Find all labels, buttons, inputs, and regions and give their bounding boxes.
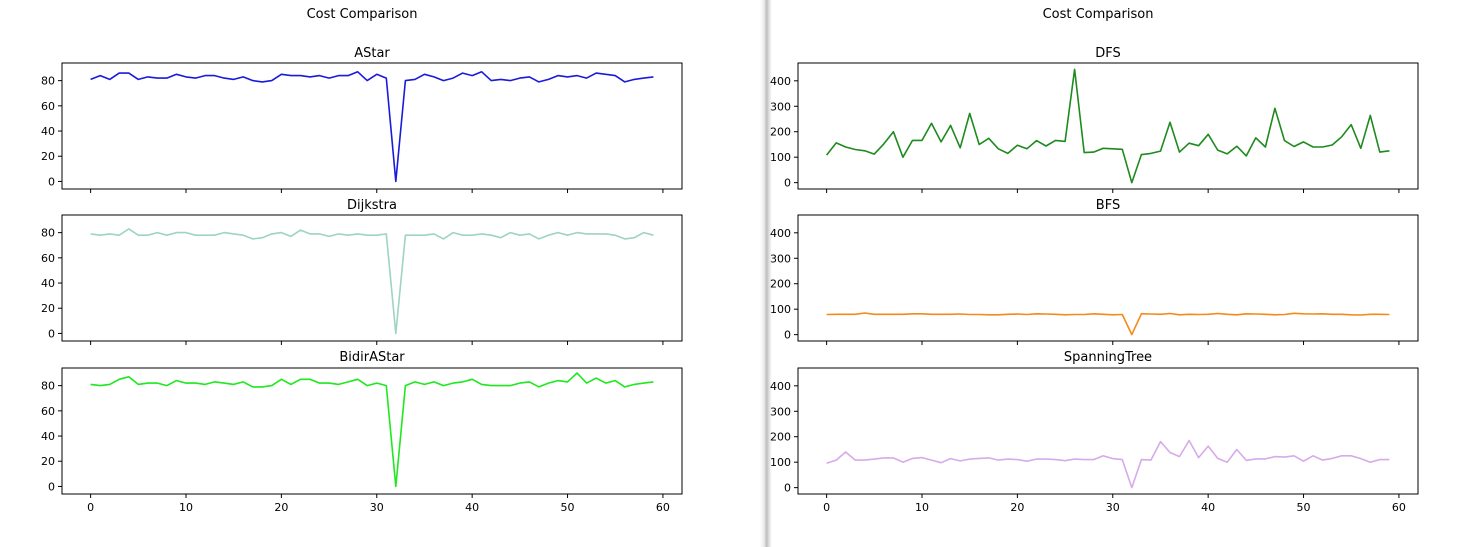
ytick-label: 20 bbox=[41, 455, 55, 468]
ytick-label: 100 bbox=[770, 303, 791, 316]
left-figure-canvas: Cost Comparison AStar Dijkstra BidirASta… bbox=[41, 7, 683, 514]
axes-frame bbox=[61, 62, 683, 190]
xtick-label: 10 bbox=[179, 501, 193, 514]
ytick-label: 0 bbox=[48, 480, 55, 493]
ytick-label: 80 bbox=[41, 227, 55, 240]
xtick-label: 50 bbox=[1297, 501, 1311, 514]
subplot-title-spanningtree: SpanningTree bbox=[1064, 350, 1152, 365]
axes-frame bbox=[61, 214, 683, 342]
ytick-label: 40 bbox=[41, 125, 55, 138]
chart-astar: 0 20 40 60 80 bbox=[41, 62, 683, 193]
ytick-label: 60 bbox=[41, 100, 55, 113]
series-line-astar bbox=[90, 71, 654, 183]
axes-frame bbox=[797, 214, 1419, 342]
ytick-label: 60 bbox=[41, 405, 55, 418]
subplot-title-bidirastar: BidirAStar bbox=[339, 350, 405, 365]
subplot-title-dijkstra: Dijkstra bbox=[347, 198, 397, 213]
xtick-label: 20 bbox=[274, 501, 288, 514]
axes-frame bbox=[797, 62, 1419, 190]
subplot-title-bfs: BFS bbox=[1096, 198, 1120, 213]
ytick-label: 0 bbox=[48, 327, 55, 340]
xtick-label: 40 bbox=[465, 501, 479, 514]
chart-bfs: 0 100 200 300 400 bbox=[770, 214, 1419, 345]
ytick-label: 400 bbox=[770, 380, 791, 393]
subplot-title-astar: AStar bbox=[354, 46, 390, 61]
ytick-label: 80 bbox=[41, 75, 55, 88]
ytick-label: 0 bbox=[784, 482, 791, 495]
ytick-label: 100 bbox=[770, 456, 791, 469]
ytick-label: 100 bbox=[770, 151, 791, 164]
xtick-label: 30 bbox=[370, 501, 384, 514]
ytick-label: 80 bbox=[41, 380, 55, 393]
ytick-label: 0 bbox=[784, 177, 791, 190]
ytick-label: 20 bbox=[41, 302, 55, 315]
chart-bidirastar: 0 20 40 60 80 0 10 20 30 40 50 60 bbox=[41, 367, 683, 514]
xtick-label: 40 bbox=[1201, 501, 1215, 514]
ytick-label: 0 bbox=[784, 329, 791, 342]
ytick-label: 40 bbox=[41, 430, 55, 443]
right-figure-canvas: Cost Comparison DFS BFS SpanningTree 0 10… bbox=[770, 7, 1419, 514]
ytick-label: 200 bbox=[770, 431, 791, 444]
xtick-label: 50 bbox=[561, 501, 575, 514]
xtick-label: 10 bbox=[915, 501, 929, 514]
series-line-bfs bbox=[826, 312, 1390, 336]
ytick-label: 200 bbox=[770, 278, 791, 291]
figure-window-left: Cost Comparison AStar Dijkstra BidirASta… bbox=[41, 7, 683, 514]
xtick-label: 0 bbox=[87, 501, 94, 514]
axes-frame bbox=[797, 367, 1419, 495]
ytick-label: 300 bbox=[770, 405, 791, 418]
ytick-label: 200 bbox=[770, 126, 791, 139]
series-line-bidirastar bbox=[90, 372, 654, 488]
ytick-label: 400 bbox=[770, 227, 791, 240]
series-line-dfs bbox=[825, 68, 1390, 184]
chart-dijkstra: 0 20 40 60 80 bbox=[41, 214, 683, 345]
chart-spanningtree: 0 100 200 300 400 0 10 20 30 40 50 60 bbox=[770, 367, 1419, 514]
series-line-spanningtree bbox=[826, 439, 1390, 489]
window-divider bbox=[760, 0, 772, 547]
chart-dfs: 0 100 200 300 400 bbox=[770, 62, 1419, 193]
xtick-label: 20 bbox=[1010, 501, 1024, 514]
xtick-label: 30 bbox=[1106, 501, 1120, 514]
subplot-title-dfs: DFS bbox=[1095, 46, 1121, 61]
ytick-label: 20 bbox=[41, 150, 55, 163]
ytick-label: 0 bbox=[48, 175, 55, 188]
ytick-label: 300 bbox=[770, 100, 791, 113]
xtick-label: 60 bbox=[1392, 501, 1406, 514]
ytick-label: 300 bbox=[770, 252, 791, 265]
series-line-dijkstra bbox=[90, 228, 654, 335]
axes-frame bbox=[61, 367, 683, 495]
figure-title-left: Cost Comparison bbox=[307, 7, 418, 22]
xtick-label: 0 bbox=[823, 501, 830, 514]
ytick-label: 40 bbox=[41, 277, 55, 290]
ytick-label: 60 bbox=[41, 252, 55, 265]
ytick-label: 400 bbox=[770, 75, 791, 88]
figure-window-right: Cost Comparison DFS BFS SpanningTree 0 10… bbox=[770, 0, 1477, 547]
xtick-label: 60 bbox=[656, 501, 670, 514]
figure-title-right: Cost Comparison bbox=[1043, 7, 1154, 22]
